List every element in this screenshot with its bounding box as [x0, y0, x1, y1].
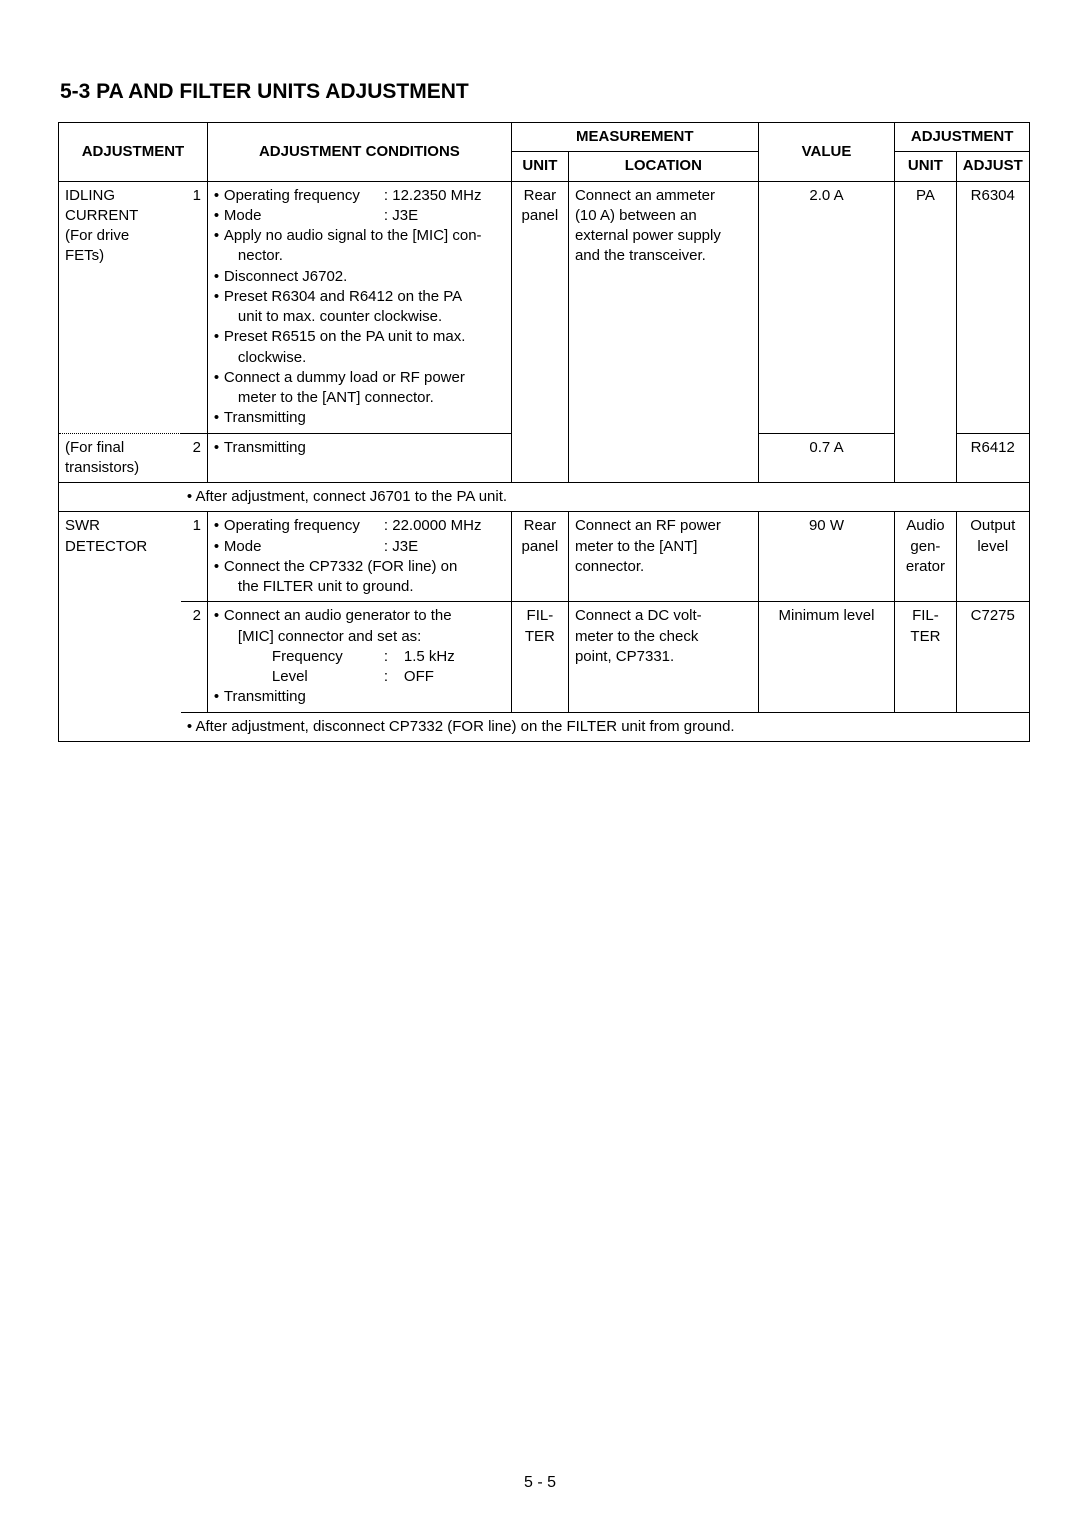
adj-l1: IDLING	[65, 187, 115, 204]
th-adjustment2: ADJUSTMENT	[895, 123, 1030, 152]
row-note-1: • After adjustment, connect J6701 to the…	[59, 483, 1030, 512]
th-measurement: MEASUREMENT	[511, 123, 758, 152]
th-m-location: LOCATION	[568, 152, 758, 181]
cell-a-unit	[895, 433, 956, 483]
cell-adjustment: (For final transistors)	[59, 433, 181, 483]
cell-step: 2	[181, 433, 208, 483]
th-adjustment: ADJUSTMENT	[59, 123, 208, 182]
page: 5-3 PA AND FILTER UNITS ADJUSTMENT ADJUS…	[0, 0, 1080, 1528]
cell-a-adjust: R6304	[956, 181, 1030, 433]
cell-m-unit: FIL- TER	[511, 602, 568, 712]
cell-value: 0.7 A	[758, 433, 895, 483]
cell-note: • After adjustment, connect J6701 to the…	[181, 483, 1030, 512]
th-value: VALUE	[758, 123, 895, 182]
cell-conditions: Connect an audio generator to the [MIC] …	[207, 602, 511, 712]
th-m-unit: UNIT	[511, 152, 568, 181]
cell-location: Connect an RF power meter to the [ANT] c…	[568, 512, 758, 602]
cell-m-unit: Rear panel	[511, 181, 568, 433]
row-swr-1: SWR DETECTOR 1 Operating frequency: 22.0…	[59, 512, 1030, 602]
cell-adjustment	[59, 602, 181, 712]
th-a-adjust: ADJUST	[956, 152, 1030, 181]
row-idling-drive: IDLING CURRENT (For drive FETs) 1 Operat…	[59, 181, 1030, 433]
adjustment-table: ADJUSTMENT ADJUSTMENT CONDITIONS MEASURE…	[58, 122, 1030, 742]
cell-conditions: Operating frequency: 22.0000 MHz Mode: J…	[207, 512, 511, 602]
cell-step: 1	[181, 512, 208, 602]
cell-step: 2	[181, 602, 208, 712]
cell-a-unit: FIL- TER	[895, 602, 956, 712]
cell-step: 1	[181, 181, 208, 433]
row-note-2: • After adjustment, disconnect CP7332 (F…	[59, 712, 1030, 741]
cell-note: • After adjustment, disconnect CP7332 (F…	[181, 712, 1030, 741]
cell-m-unit	[511, 433, 568, 483]
cell-value: 90 W	[758, 512, 895, 602]
adj-l3: (For drive	[65, 227, 129, 244]
row-idling-final: (For final transistors) 2 Transmitting 0…	[59, 433, 1030, 483]
cell-a-adjust: R6412	[956, 433, 1030, 483]
cell-a-unit: Audio gen- erator	[895, 512, 956, 602]
cell-value: 2.0 A	[758, 181, 895, 433]
cell-value: Minimum level	[758, 602, 895, 712]
cell-a-unit: PA	[895, 181, 956, 433]
th-conditions: ADJUSTMENT CONDITIONS	[207, 123, 511, 182]
cell-location: Connect a DC volt- meter to the check po…	[568, 602, 758, 712]
row-swr-2: 2 Connect an audio generator to the [MIC…	[59, 602, 1030, 712]
th-a-unit: UNIT	[895, 152, 956, 181]
page-number: 5 - 5	[0, 1474, 1080, 1492]
cell-adjustment: SWR DETECTOR	[59, 512, 181, 602]
cell-m-unit: Rear panel	[511, 512, 568, 602]
adj-l2: CURRENT	[65, 207, 138, 224]
cell-conditions: Operating frequency: 12.2350 MHz Mode: J…	[207, 181, 511, 433]
cell-a-adjust: Output level	[956, 512, 1030, 602]
cell-conditions: Transmitting	[207, 433, 511, 483]
cell-a-adjust: C7275	[956, 602, 1030, 712]
adj-l4: FETs)	[65, 247, 104, 264]
section-title: 5-3 PA AND FILTER UNITS ADJUSTMENT	[60, 80, 1030, 104]
cell-location: Connect an ammeter (10 A) between an ext…	[568, 181, 758, 433]
header-row-1: ADJUSTMENT ADJUSTMENT CONDITIONS MEASURE…	[59, 123, 1030, 152]
cell-location	[568, 433, 758, 483]
cell-adjustment: IDLING CURRENT (For drive FETs)	[59, 181, 181, 433]
